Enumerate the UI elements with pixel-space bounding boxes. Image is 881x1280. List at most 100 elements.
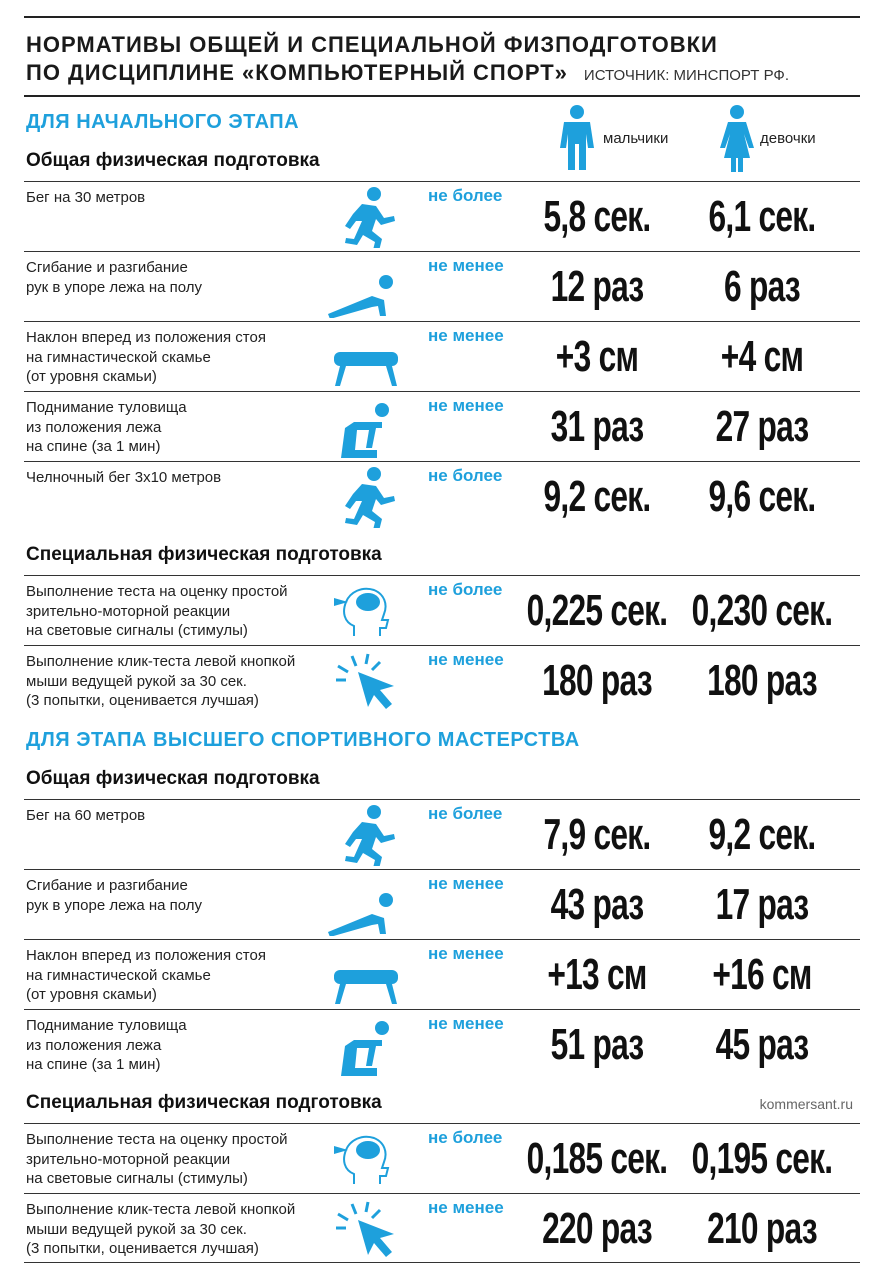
label-line: Сгибание и разгибание — [26, 877, 188, 894]
boys-value: 43 раз — [550, 880, 645, 929]
row: Наклон вперед из положения стоя на гимнас… — [24, 321, 860, 391]
label-line: (от уровня скамьи) — [26, 986, 157, 1003]
label-line: Поднимание туловища — [26, 399, 187, 416]
girls-value: 9,6 сек. — [708, 472, 817, 521]
boys-value: 31 раз — [550, 402, 645, 451]
row-label: Поднимание туловища из положения лежа на с… — [26, 398, 187, 457]
girls-value: 27 раз — [715, 402, 810, 451]
icon — [324, 396, 404, 463]
label-line: на световые сигналы (стимулы) — [26, 622, 248, 639]
row: Поднимание туловища из положения лежа на с… — [24, 1009, 860, 1079]
boys-value: 7,9 сек. — [543, 810, 652, 859]
label-line: на гимнастической скамье — [26, 966, 211, 984]
icon — [324, 1198, 404, 1265]
boys-value: 12 раз — [550, 262, 645, 311]
row-label: Сгибание и разгибание рук в упоре лежа на… — [26, 258, 202, 297]
icon — [324, 944, 404, 1011]
source: ИСТОЧНИК: МИНСПОРТ РФ. — [583, 67, 789, 84]
row: Сгибание и разгибание рук в упоре лежа на… — [24, 869, 860, 939]
label-line: (3 попытки, оценивается лучшая) — [26, 1240, 259, 1257]
girls-value: 180 раз — [707, 656, 817, 705]
row-label: Наклон вперед из положения стоя на гимнас… — [26, 328, 266, 387]
boys-value: 0,225 сек. — [526, 586, 669, 635]
label-line: Выполнение клик-теста левой кнопкой — [26, 653, 296, 670]
condition: не менее — [428, 256, 504, 275]
icon — [324, 186, 404, 255]
title-line: ПО ДИСЦИПЛИНЕ «КОМПЬЮТЕРНЫЙ СПОРТ» ИСТОЧН… — [26, 60, 789, 86]
row: Бег на 60 метров не более 7,9 сек. 9,2 сек. — [24, 799, 860, 873]
row-label: Выполнение клик-теста левой кнопкой мыши … — [26, 652, 295, 711]
girls-value: +16 см — [712, 950, 812, 999]
icon — [324, 874, 404, 941]
stage-title: ДЛЯ НАЧАЛЬНОГО ЭТАПА — [26, 111, 300, 133]
condition: не менее — [428, 326, 504, 345]
label-line: зрительно-моторной реакции — [26, 602, 231, 620]
girls-value: 210 раз — [707, 1204, 817, 1253]
label-line: на спине (за 1 мин) — [26, 1056, 161, 1073]
row-label: Бег на 30 метров — [26, 188, 145, 208]
label-line: (от уровня скамьи) — [26, 368, 157, 385]
boys-value: 51 раз — [550, 1020, 645, 1069]
row: Бег на 30 метров не более 5,8 сек. 6,1 сек. — [24, 181, 860, 255]
row: Наклон вперед из положения стоя на гимнас… — [24, 939, 860, 1009]
label-line: мыши ведущей рукой за 30 сек. — [26, 1220, 247, 1238]
row-label: Бег на 60 метров — [26, 806, 145, 826]
title-line: НОРМАТИВЫ ОБЩЕЙ И СПЕЦИАЛЬНОЙ ФИЗПОДГОТО… — [26, 32, 718, 57]
label-line: Челночный бег 3х10 метров — [26, 469, 222, 486]
condition: не менее — [428, 1198, 504, 1217]
stage-title: ДЛЯ ЭТАПА ВЫСШЕГО СПОРТИВНОГО МАСТЕРСТВА — [26, 729, 580, 751]
row: Выполнение клик-теста левой кнопкой мыши … — [24, 1193, 860, 1263]
condition: не более — [428, 1128, 503, 1147]
icon — [324, 1014, 404, 1081]
column-label: мальчики — [603, 130, 669, 147]
row-label: Поднимание туловища из положения лежа на с… — [26, 1016, 187, 1075]
girls-value: 17 раз — [715, 880, 810, 929]
boys-value: 0,185 сек. — [526, 1134, 669, 1183]
label-line: Выполнение теста на оценку простой — [26, 583, 288, 600]
label-line: на спине (за 1 мин) — [26, 438, 161, 455]
condition: не менее — [428, 650, 504, 669]
boys-value: 5,8 сек. — [543, 192, 652, 241]
row-label: Сгибание и разгибание рук в упоре лежа на… — [26, 876, 202, 915]
icon — [324, 256, 404, 323]
row-label: Выполнение клик-теста левой кнопкой мыши … — [26, 1200, 295, 1259]
section-title: Специальная физическая подготовка — [26, 1092, 382, 1113]
row: Челночный бег 3х10 метров не более 9,2 сек… — [24, 461, 860, 535]
infographic: НОРМАТИВЫ ОБЩЕЙ И СПЕЦИАЛЬНОЙ ФИЗПОДГОТО… — [24, 16, 860, 1263]
girls-value: 9,2 сек. — [708, 810, 817, 859]
row-label: Челночный бег 3х10 метров — [26, 468, 221, 488]
condition: не более — [428, 466, 503, 485]
label-line: Бег на 60 метров — [26, 807, 146, 824]
condition: не более — [428, 580, 503, 599]
icon — [324, 326, 404, 393]
label-line: рук в упоре лежа на полу — [26, 278, 203, 296]
title-text: ПО ДИСЦИПЛИНЕ «КОМПЬЮТЕРНЫЙ СПОРТ» — [26, 60, 568, 85]
girls-value: 45 раз — [715, 1020, 810, 1069]
label-line: Сгибание и разгибание — [26, 259, 188, 276]
girls-value: 6 раз — [724, 262, 801, 311]
boys-value: +3 см — [555, 332, 639, 381]
girls-value: 0,195 сек. — [691, 1134, 834, 1183]
girls-value: 0,230 сек. — [691, 586, 834, 635]
condition: не более — [428, 804, 503, 823]
label-line: из положения лежа — [26, 418, 162, 436]
icon — [324, 1128, 404, 1195]
credit: kommersant.ru — [759, 1096, 853, 1112]
section-title: Общая физическая подготовка — [26, 768, 320, 789]
icon — [324, 580, 404, 647]
label-line: Бег на 30 метров — [26, 189, 146, 206]
boys-value: 180 раз — [542, 656, 652, 705]
label-line: рук в упоре лежа на полу — [26, 896, 203, 914]
boys-value: +13 см — [547, 950, 647, 999]
boy-icon — [560, 105, 594, 170]
icon — [324, 466, 404, 535]
row: Выполнение клик-теста левой кнопкой мыши … — [24, 645, 860, 715]
row: Выполнение теста на оценку простой зрител… — [24, 1123, 860, 1193]
row-label: Выполнение теста на оценку простой зрител… — [26, 582, 288, 641]
label-line: Поднимание туловища — [26, 1017, 187, 1034]
girls-value: +4 см — [720, 332, 804, 381]
boys-value: 9,2 сек. — [543, 472, 652, 521]
label-line: Наклон вперед из положения стоя — [26, 329, 266, 346]
table: ДЛЯ НАЧАЛЬНОГО ЭТАПА Общая физическая под… — [24, 97, 860, 1263]
section-title: Специальная физическая подготовка — [26, 544, 382, 565]
